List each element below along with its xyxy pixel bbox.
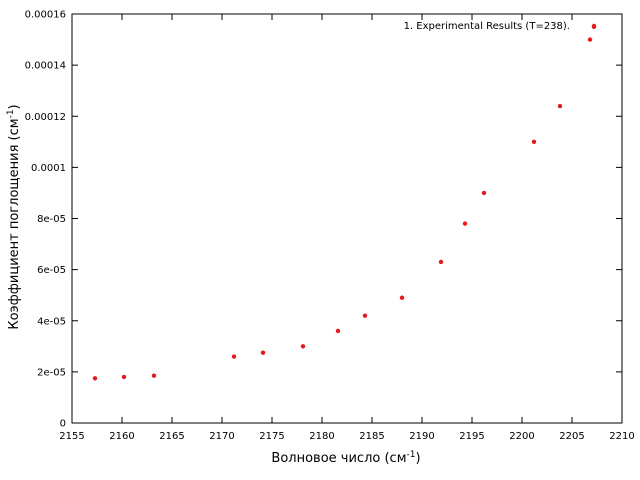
data-point xyxy=(557,103,563,109)
data-point xyxy=(362,313,368,318)
x-tick-label: 2165 xyxy=(159,431,184,442)
y-tick-label: 0.00014 xyxy=(25,61,66,72)
y-axis-label: Коэффициент поглощения (см-1) xyxy=(6,104,22,329)
x-axis: 2155 2160 2165 2170 2175 2180 2185 2190 2195 2200… xyxy=(59,14,635,442)
legend: 1. Experimental Results (T=238). xyxy=(404,21,597,32)
data-point xyxy=(300,344,306,349)
data-point xyxy=(260,350,266,355)
y-tick-label: 0.00012 xyxy=(25,112,66,123)
x-tick-label: 2200 xyxy=(509,431,534,442)
data-point xyxy=(121,374,127,380)
data-points xyxy=(92,24,597,381)
x-tick-label: 2190 xyxy=(409,431,434,442)
data-point xyxy=(531,139,537,145)
y-tick-label: 0 xyxy=(60,419,66,430)
y-tick-label: 8e-05 xyxy=(37,214,66,225)
legend-marker xyxy=(591,23,597,29)
x-tick-label: 2185 xyxy=(359,431,384,442)
x-tick-label: 2210 xyxy=(609,431,634,442)
data-point xyxy=(481,190,487,196)
x-tick-label: 2180 xyxy=(309,431,334,442)
data-point xyxy=(438,259,444,265)
x-tick-label: 2175 xyxy=(259,431,284,442)
x-tick-label: 2170 xyxy=(209,431,234,442)
y-tick-label: 0.0001 xyxy=(31,163,66,174)
y-tick-label: 0.00016 xyxy=(25,10,66,21)
x-tick-label: 2155 xyxy=(59,431,84,442)
y-tick-label: 6e-05 xyxy=(37,265,66,276)
data-point xyxy=(92,376,98,381)
plot-frame xyxy=(71,13,623,424)
x-tick-label: 2160 xyxy=(109,431,134,442)
data-point xyxy=(151,373,157,378)
data-point xyxy=(335,328,341,334)
y-axis: 0 2e-05 4e-05 6e-05 8e-05 0.0001 0.00012 0.0001… xyxy=(25,10,622,430)
data-point xyxy=(231,354,237,359)
x-tick-label: 2205 xyxy=(559,431,584,442)
legend-label: 1. Experimental Results (T=238). xyxy=(404,21,570,32)
y-tick-label: 2e-05 xyxy=(37,367,66,378)
x-tick-label: 2195 xyxy=(459,431,484,442)
y-tick-label: 4e-05 xyxy=(37,316,66,327)
y-axis-label-superscript: -1 xyxy=(6,109,16,118)
data-point xyxy=(587,37,593,42)
x-axis-label-superscript: -1 xyxy=(407,450,416,460)
x-axis-label: Волновое число (см-1) xyxy=(271,450,420,466)
data-point xyxy=(399,295,405,300)
data-point xyxy=(462,221,468,226)
